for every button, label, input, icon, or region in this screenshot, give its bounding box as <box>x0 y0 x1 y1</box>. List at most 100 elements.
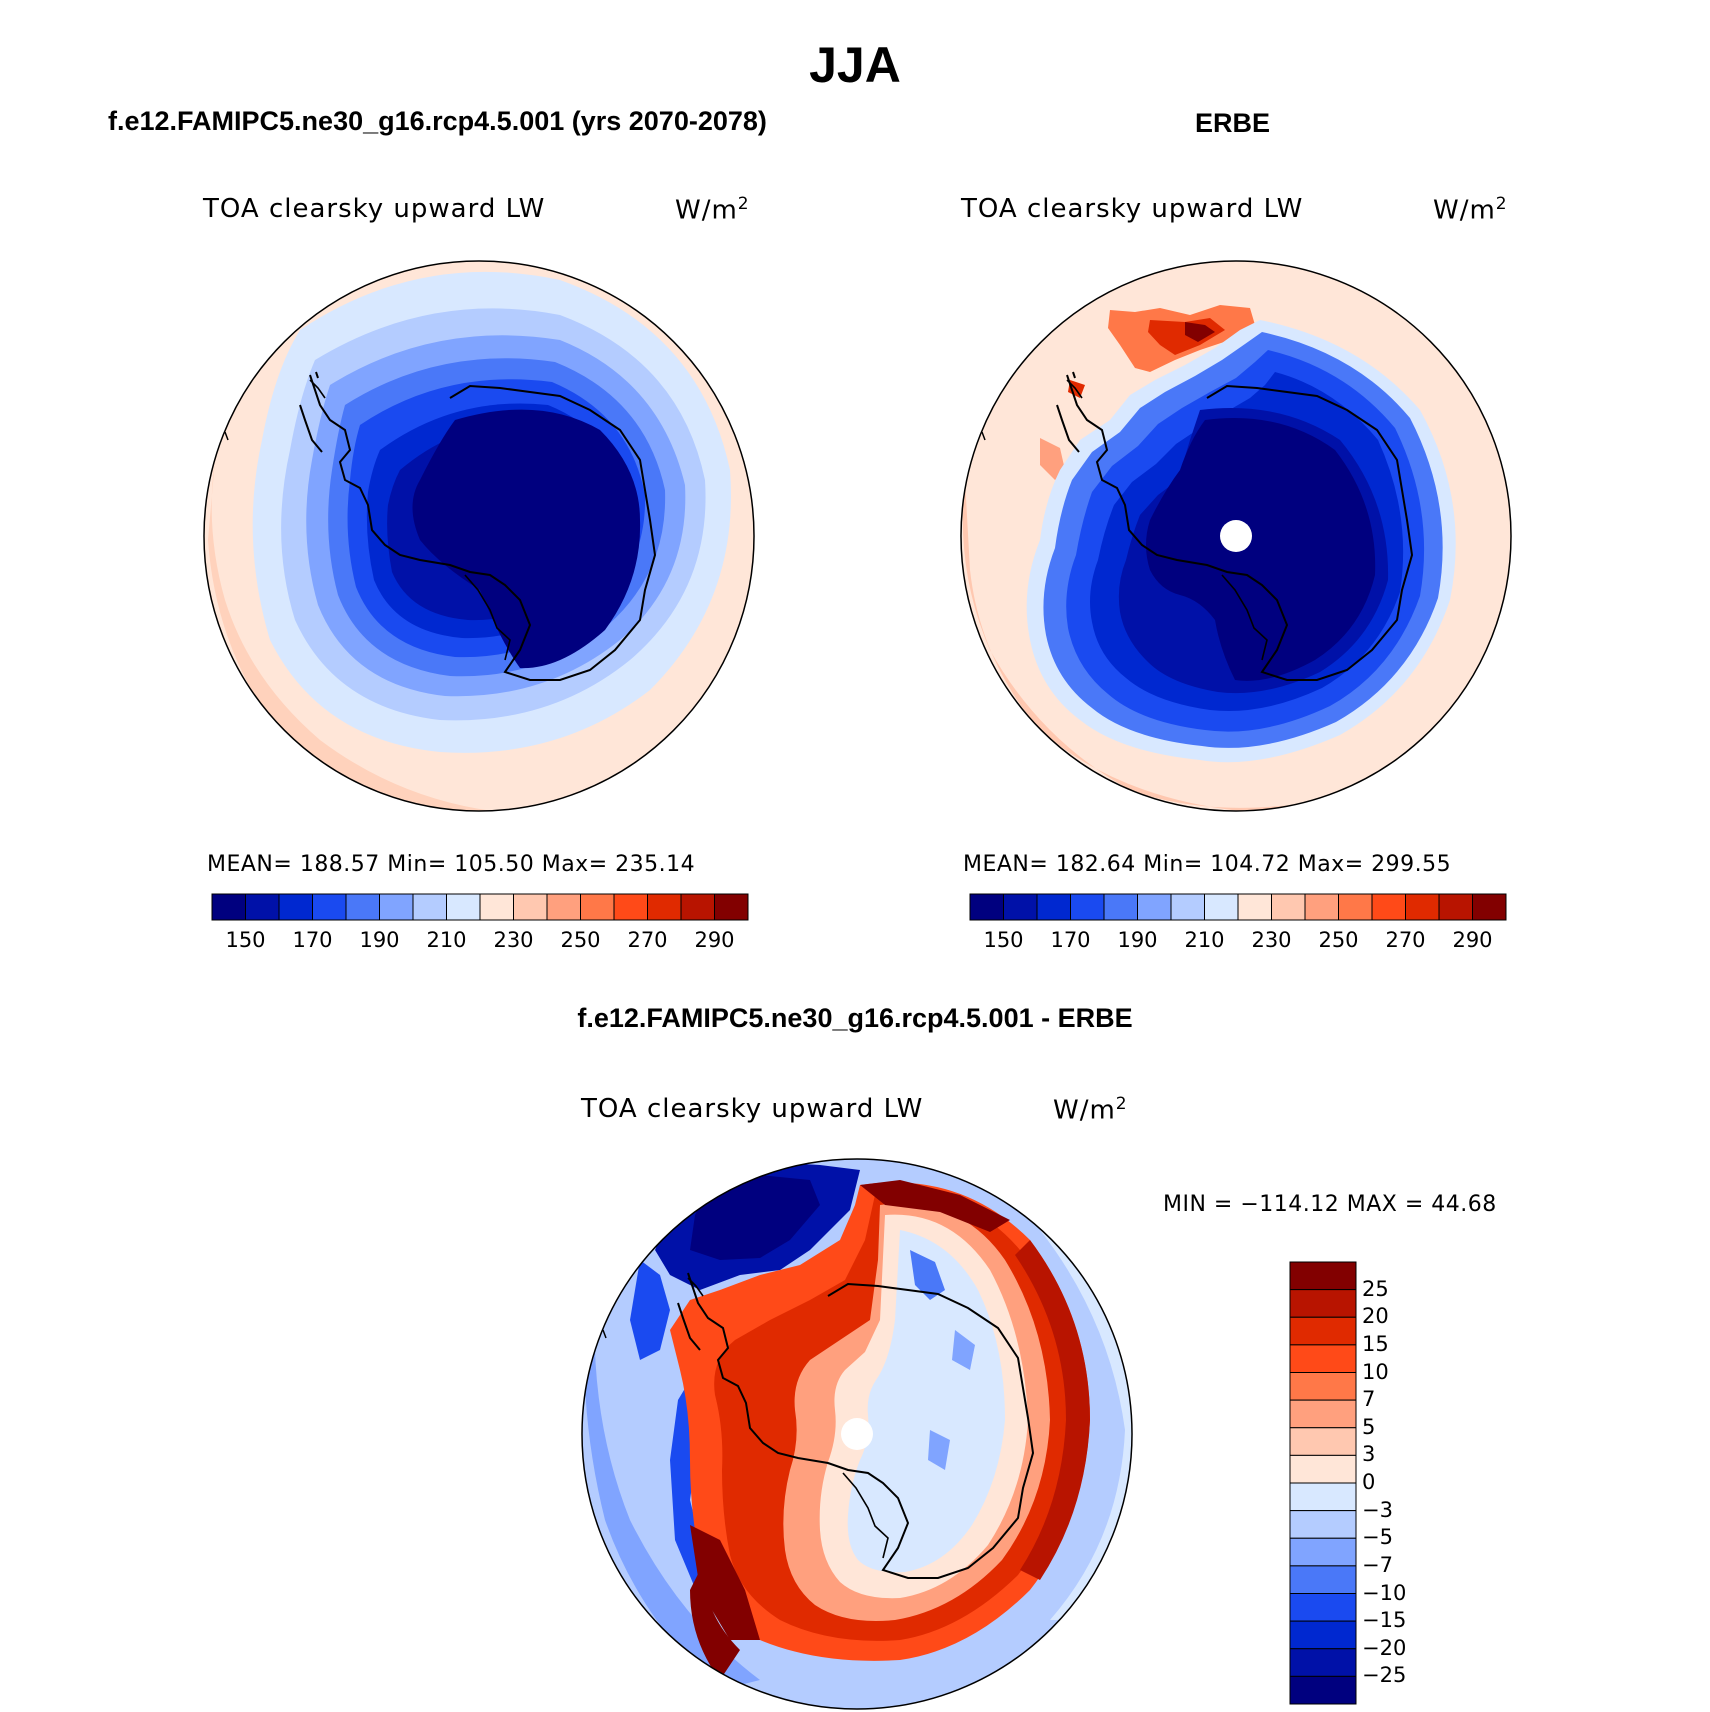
colorbar-swatch <box>1289 1593 1357 1622</box>
colorbar-swatch <box>1289 1648 1357 1677</box>
colorbar-swatch <box>1289 1289 1357 1318</box>
panel1-units: W/m2 <box>675 194 750 226</box>
colorbar-swatch <box>211 893 246 921</box>
colorbar-swatch <box>1036 893 1071 921</box>
colorbar-tick-label: 7 <box>1362 1387 1376 1412</box>
colorbar-swatch <box>1338 893 1373 921</box>
colorbar-tick-label: −10 <box>1362 1580 1407 1605</box>
map2-coastline <box>1066 374 1414 681</box>
colorbar-tick-label: −25 <box>1362 1663 1407 1688</box>
panel3-variable: TOA clearsky upward LW <box>581 1094 924 1124</box>
colorbar-swatch <box>546 893 581 921</box>
map2-pole-hole <box>1220 520 1252 552</box>
colorbar-tick-label: 230 <box>493 928 534 952</box>
panel1-stats: MEAN= 188.57 Min= 105.50 Max= 235.14 <box>207 852 696 877</box>
colorbar-swatch <box>580 893 615 921</box>
colorbar-tick-label: 170 <box>292 928 333 952</box>
colorbar-tick-label: 150 <box>983 928 1024 952</box>
colorbar-diff <box>1289 1261 1357 1705</box>
colorbar-swatch <box>1405 893 1440 921</box>
colorbar-swatch <box>714 893 749 921</box>
colorbar-swatch <box>613 893 648 921</box>
colorbar-swatch <box>1237 893 1272 921</box>
panel1-variable: TOA clearsky upward LW <box>203 194 546 224</box>
map1-coastline <box>309 374 657 681</box>
panel3-title: f.e12.FAMIPC5.ne30_g16.rcp4.5.001 - ERBE <box>577 1003 1133 1033</box>
colorbar-swatch <box>1289 1316 1357 1346</box>
colorbar-tick-label: −3 <box>1362 1497 1393 1522</box>
colorbar-swatch <box>1289 1261 1357 1291</box>
colorbar-tick-label: 20 <box>1362 1304 1389 1329</box>
colorbar-swatch <box>1289 1482 1357 1512</box>
colorbar-swatch <box>680 893 715 921</box>
map1-boundary <box>203 260 755 812</box>
colorbar-tick-label: 250 <box>560 928 601 952</box>
colorbar-swatch <box>1289 1344 1357 1373</box>
colorbar-swatch <box>1371 893 1406 921</box>
colorbar-tick-label: 150 <box>225 928 266 952</box>
map3-coastline <box>687 1272 1035 1579</box>
colorbar-swatch <box>1289 1454 1357 1484</box>
colorbar-tick-label: 190 <box>359 928 400 952</box>
colorbar-swatch <box>312 893 347 921</box>
panel2-units: W/m2 <box>1433 194 1508 226</box>
colorbar-swatch <box>345 893 380 921</box>
colorbar-swatch <box>1137 893 1172 921</box>
map3-pole-hole <box>841 1418 873 1450</box>
panel3-units: W/m2 <box>1053 1094 1128 1126</box>
colorbar-swatch <box>1289 1675 1357 1705</box>
panel1-title: f.e12.FAMIPC5.ne30_g16.rcp4.5.001 (yrs 2… <box>108 106 767 136</box>
colorbar-swatch <box>1003 893 1038 921</box>
panel2-title: ERBE <box>1195 108 1271 138</box>
colorbar-tick-label: 15 <box>1362 1331 1389 1356</box>
colorbar-swatch <box>969 893 1004 921</box>
colorbar-swatch <box>278 893 313 921</box>
colorbar-panel1 <box>211 893 749 921</box>
colorbar-tick-label: 210 <box>1184 928 1225 952</box>
map3-contours <box>582 1159 1132 1709</box>
colorbar-tick-label: 230 <box>1251 928 1292 952</box>
colorbar-swatch <box>1289 1565 1357 1594</box>
colorbar-swatch <box>1289 1537 1357 1567</box>
colorbar-tick-label: 290 <box>694 928 735 952</box>
main-title: JJA <box>809 37 901 93</box>
colorbar-tick-label: −20 <box>1362 1635 1407 1660</box>
colorbar-swatch <box>1289 1510 1357 1539</box>
colorbar-swatch <box>1070 893 1105 921</box>
colorbar-swatch <box>1438 893 1473 921</box>
colorbar-tick-label: 250 <box>1318 928 1359 952</box>
panel2-stats: MEAN= 182.64 Min= 104.72 Max= 299.55 <box>963 852 1452 877</box>
colorbar-tick-label: 25 <box>1362 1276 1389 1301</box>
colorbar-swatch <box>245 893 280 921</box>
colorbar-panel2 <box>969 893 1507 921</box>
map3-boundary <box>581 1158 1133 1710</box>
colorbar-swatch <box>1289 1399 1357 1429</box>
colorbar-tick-label: 10 <box>1362 1359 1389 1384</box>
colorbar-swatch <box>1103 893 1138 921</box>
colorbar-tick-label: 3 <box>1362 1442 1376 1467</box>
colorbar-swatch <box>647 893 682 921</box>
colorbar-swatch <box>1304 893 1339 921</box>
colorbar-tick-label: −15 <box>1362 1608 1407 1633</box>
colorbar-swatch <box>479 893 514 921</box>
colorbar-tick-label: 270 <box>627 928 668 952</box>
colorbar-swatch <box>446 893 481 921</box>
colorbar-swatch <box>379 893 414 921</box>
colorbar-tick-label: 290 <box>1452 928 1493 952</box>
panel3-stats: MIN = −114.12 MAX = 44.68 <box>1163 1192 1497 1217</box>
colorbar-tick-label: 210 <box>426 928 467 952</box>
colorbar-swatch <box>412 893 447 921</box>
panel2-variable: TOA clearsky upward LW <box>961 194 1304 224</box>
colorbar-tick-label: 270 <box>1385 928 1426 952</box>
colorbar-swatch <box>1472 893 1507 921</box>
colorbar-swatch <box>1170 893 1205 921</box>
colorbar-tick-label: 0 <box>1362 1470 1376 1494</box>
colorbar-tick-label: 190 <box>1117 928 1158 952</box>
map1-contours <box>204 261 754 811</box>
colorbar-tick-label: −5 <box>1362 1525 1393 1550</box>
map2-boundary <box>960 260 1512 812</box>
colorbar-swatch <box>1289 1620 1357 1650</box>
colorbar-swatch <box>1289 1427 1357 1456</box>
colorbar-tick-label: −7 <box>1362 1552 1393 1577</box>
